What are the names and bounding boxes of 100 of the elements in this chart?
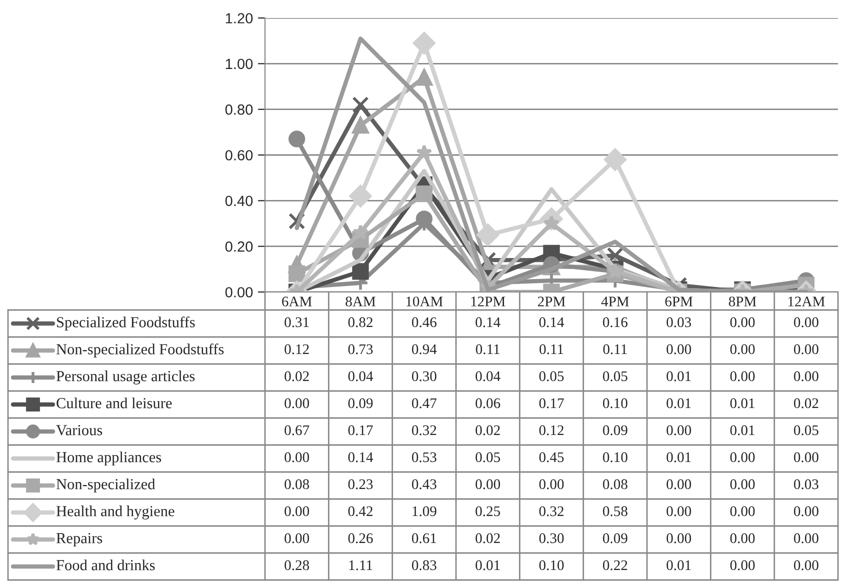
data-label: 0.83 [412, 560, 436, 570]
data-label: 0.30 [539, 533, 564, 544]
data-label: 0.17 [539, 398, 564, 408]
data-label: 0.32 [412, 425, 436, 436]
data-label: 0.03 [666, 317, 692, 328]
data-label: 0.02 [476, 533, 500, 544]
data-label: 0.02 [794, 398, 818, 408]
data-label: 0.14 [539, 317, 564, 328]
data-label: 0.04 [476, 371, 500, 382]
data-label: 0.05 [476, 452, 500, 462]
data-label: 0.00 [666, 506, 692, 516]
y-tick-label: 0.60 [225, 150, 253, 160]
legend-label: Food and drinks [56, 560, 155, 570]
data-label: 0.10 [539, 560, 564, 570]
data-label: 0.00 [730, 452, 755, 462]
legend-label: Repairs [56, 533, 102, 546]
data-label: 0.46 [412, 317, 436, 328]
data-label: 0.05 [602, 371, 628, 382]
data-label: 0.09 [348, 398, 373, 408]
y-tick-label: 0.20 [225, 241, 253, 252]
x-tick-label: 10AM [406, 296, 443, 306]
x-tick-label: 6PM [665, 296, 693, 306]
data-label: 0.00 [794, 317, 818, 328]
data-label: 0.04 [348, 371, 374, 382]
data-label: 0.43 [412, 479, 436, 490]
data-label: 0.16 [602, 317, 628, 328]
data-label: 0.03 [794, 479, 818, 490]
data-label: 0.12 [284, 344, 309, 354]
data-label: 0.26 [348, 533, 373, 544]
data-label: 0.32 [539, 506, 564, 516]
data-label: 0.00 [666, 344, 692, 354]
data-label: 0.01 [730, 425, 754, 436]
data-label: 0.00 [794, 344, 818, 354]
data-label: 0.00 [730, 479, 755, 490]
y-tick-label: 1.20 [226, 13, 253, 24]
data-label: 1.11 [349, 560, 372, 570]
data-label: 0.23 [348, 479, 373, 490]
x-tick-label: 6AM [282, 296, 312, 306]
legend-label: Specialized Foodstuffs [57, 316, 195, 331]
data-label: 0.17 [348, 425, 373, 436]
data-label: 0.00 [730, 344, 755, 354]
data-label: 0.11 [476, 344, 500, 354]
data-label: 0.00 [666, 425, 692, 436]
data-label: 0.01 [730, 398, 754, 408]
data-label: 0.00 [794, 371, 818, 382]
data-label: 0.08 [602, 479, 628, 490]
data-label: 0.00 [284, 506, 310, 516]
x-tick-label: 12AM [788, 296, 825, 306]
legend-label: Personal usage articles [56, 370, 195, 384]
data-label: 0.08 [284, 479, 310, 490]
data-label: 0.02 [284, 371, 309, 382]
data-label: 0.14 [348, 452, 374, 462]
data-label: 0.94 [412, 344, 437, 354]
data-label: 0.22 [602, 560, 628, 570]
y-tick-label: 1.00 [226, 58, 253, 70]
data-label: 0.00 [730, 317, 755, 328]
data-label: 0.58 [602, 506, 628, 516]
data-label: 0.00 [476, 479, 500, 490]
x-tick-label: 8PM [728, 296, 756, 306]
data-label: 0.01 [666, 452, 691, 462]
data-label: 0.00 [666, 479, 692, 490]
data-label: 0.12 [539, 425, 564, 436]
data-label: 0.53 [412, 452, 436, 462]
data-label: 0.01 [666, 398, 691, 408]
data-label: 0.47 [412, 398, 437, 408]
data-label: 0.00 [730, 506, 755, 516]
data-label: 0.00 [284, 533, 310, 544]
data-label: 0.05 [794, 425, 818, 436]
data-label: 1.09 [412, 506, 436, 516]
data-label: 0.10 [602, 398, 628, 408]
y-tick-label: 0.00 [225, 287, 253, 298]
data-label: 0.10 [602, 452, 628, 462]
data-label: 0.00 [730, 533, 755, 544]
data-label: 0.00 [794, 533, 818, 544]
x-tick-label: 4PM [601, 296, 629, 306]
data-label: 0.28 [284, 560, 310, 570]
data-label: 0.61 [412, 533, 436, 544]
data-label: 0.82 [348, 317, 372, 328]
data-label: 0.00 [284, 452, 310, 462]
data-label: 0.00 [666, 533, 692, 544]
x-tick-label: 2PM [538, 296, 566, 306]
data-label: 0.02 [476, 425, 500, 436]
data-label: 0.42 [348, 506, 372, 516]
data-label: 0.25 [476, 506, 500, 516]
legend-label: Non-specialized [56, 478, 156, 492]
legend-label: Culture and leisure [56, 398, 172, 408]
data-label: 0.00 [794, 560, 818, 570]
data-label: 0.00 [730, 371, 755, 382]
data-label: 0.00 [794, 452, 818, 462]
x-tick-label: 8AM [346, 296, 376, 306]
data-label: 0.00 [284, 398, 310, 408]
data-label: 0.67 [284, 425, 310, 436]
data-label: 0.73 [348, 344, 373, 354]
data-label: 0.45 [539, 452, 564, 462]
legend-label: Various [56, 425, 102, 436]
data-label: 0.11 [603, 344, 627, 354]
data-label: 0.00 [539, 479, 564, 490]
data-label: 0.00 [794, 506, 818, 516]
data-label: 0.01 [666, 560, 691, 570]
data-label: 0.31 [284, 317, 309, 328]
